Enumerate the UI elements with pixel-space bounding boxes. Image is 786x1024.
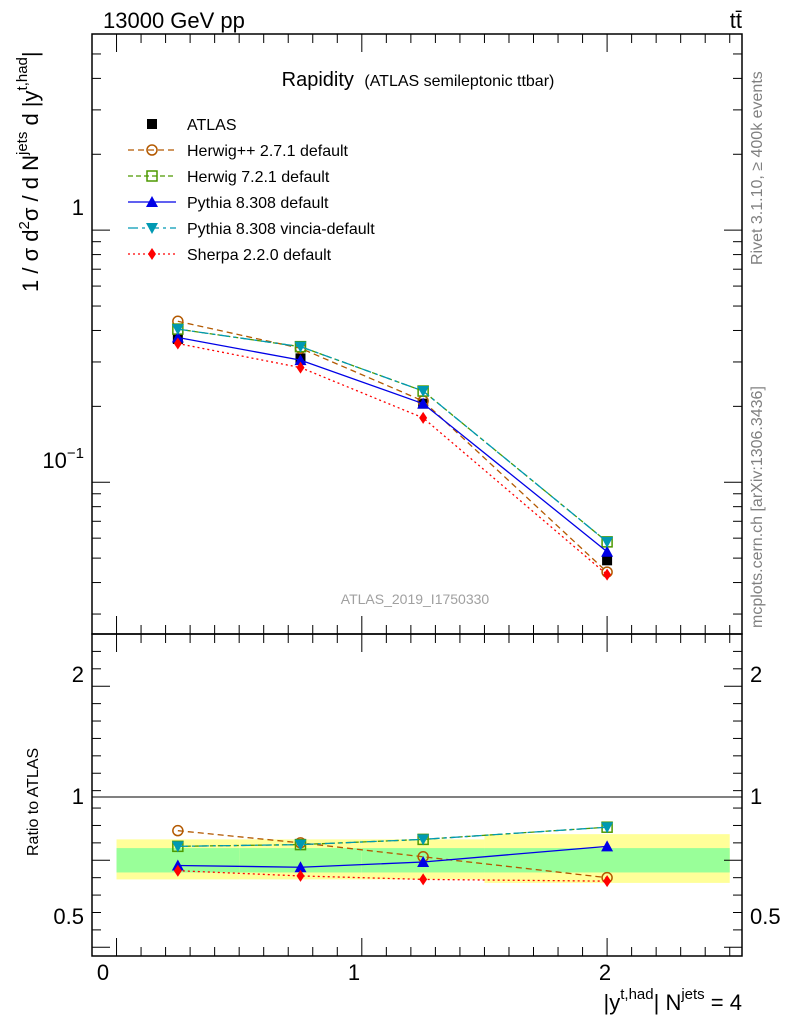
ratio-series-line: [177, 845, 608, 868]
legend-marker: [148, 248, 156, 260]
y-tick-label-main-0.1: 10−1: [42, 445, 84, 473]
ratio-point: [296, 869, 305, 882]
rivet-label: Rivet 3.1.10, ≥ 400k events: [749, 71, 766, 265]
data-point: [602, 555, 613, 566]
x-axis-title: |yt,had| Njets = 4: [604, 986, 742, 1015]
legend-label: Pythia 8.308 default: [187, 195, 329, 212]
series-point: [601, 536, 614, 548]
axis-ticks: [92, 33, 742, 956]
legend-entry: Sherpa 2.2.0 default: [128, 247, 332, 264]
ratio-point: [419, 873, 428, 886]
chart-title-main: Rapidity: [282, 69, 354, 91]
series-line: [177, 342, 608, 576]
legend-label: Pythia 8.308 vincia-default: [187, 221, 375, 238]
legend-entry: Pythia 8.308 vincia-default: [128, 221, 375, 238]
chart-title-sub: (ATLAS semileptonic ttbar): [364, 73, 554, 90]
ratio-point: [601, 840, 614, 852]
series-point: [173, 337, 182, 350]
mcplots-label: mcplots.cern.ch [arXiv:1306.3436]: [749, 386, 766, 628]
ratio-point: [601, 822, 614, 834]
legend-marker: [146, 144, 158, 156]
ratio-point: [171, 841, 184, 853]
chart-title: Rapidity (ATLAS semileptonic ttbar): [282, 69, 555, 91]
legend-entry: Pythia 8.308 default: [128, 195, 329, 212]
ratio-series-layer: [171, 821, 614, 888]
series-point: [417, 386, 430, 398]
ratio-series-line: [177, 870, 608, 882]
y-tick-label-ratio-0.5-right: 0.5: [750, 904, 781, 929]
ratio-panel-frame: [91, 633, 743, 957]
ratio-point: [173, 864, 182, 877]
series-line: [177, 328, 608, 543]
stat-uncertainty-band: [484, 848, 730, 873]
y-tick-label-ratio-1-right: 1: [750, 784, 762, 809]
legend: ATLAS Herwig++ 2.7.1 default Herwig 7.2.1 …: [128, 117, 375, 264]
series-point: [171, 331, 184, 343]
y-axis-title-ratio: Ratio to ATLAS: [25, 748, 42, 856]
series-line: [177, 328, 608, 543]
series-point: [601, 545, 614, 557]
legend-entry: Herwig++ 2.7.1 default: [128, 143, 349, 160]
ratio-point: [294, 839, 307, 851]
series-point: [294, 341, 307, 353]
y-axis-title-main: 1 / σ d2σ / d Njets d |yt,had|: [14, 51, 43, 292]
series-point: [171, 324, 184, 336]
legend-entry: ATLAS: [147, 117, 237, 134]
series-layer: [171, 315, 614, 581]
header-right-label: tt̄: [730, 8, 742, 33]
y-tick-label-ratio-0.5: 0.5: [53, 904, 84, 929]
y-tick-label-ratio-2-right: 2: [750, 662, 762, 687]
legend-marker: [146, 196, 158, 207]
series-point: [417, 397, 430, 409]
ratio-point: [172, 824, 184, 837]
series-line: [177, 336, 608, 553]
x-tick-label-0: 0: [97, 960, 109, 985]
legend-entry: Herwig 7.2.1 default: [128, 169, 330, 186]
ratio-point: [294, 861, 307, 873]
series-point: [603, 568, 612, 581]
ratio-series-line: [177, 826, 608, 847]
y-tick-label-main-1: 1: [72, 195, 84, 220]
ratio-point: [603, 875, 612, 888]
legend-label: Sherpa 2.2.0 default: [187, 247, 332, 264]
series-point: [296, 361, 305, 374]
series-point: [419, 411, 428, 424]
legend-label: Herwig 7.2.1 default: [187, 169, 330, 186]
header-left-label: 13000 GeV pp: [103, 8, 245, 33]
ratio-point: [417, 834, 430, 846]
legend-marker: [146, 223, 158, 234]
ratio-series-line: [177, 830, 608, 879]
legend-label: Herwig++ 2.7.1 default: [187, 143, 349, 160]
legend-label: ATLAS: [187, 117, 237, 134]
analysis-watermark: ATLAS_2019_I1750330: [341, 591, 490, 607]
series-line: [177, 320, 608, 573]
ratio-point: [417, 856, 430, 868]
x-tick-label-2: 2: [599, 960, 611, 985]
series-point: [294, 354, 307, 366]
x-tick-label-1: 1: [348, 960, 360, 985]
y-tick-label-ratio-2: 2: [72, 662, 84, 687]
legend-marker: [147, 119, 157, 129]
y-tick-label-ratio-1: 1: [72, 784, 84, 809]
legend-marker: [146, 170, 158, 182]
